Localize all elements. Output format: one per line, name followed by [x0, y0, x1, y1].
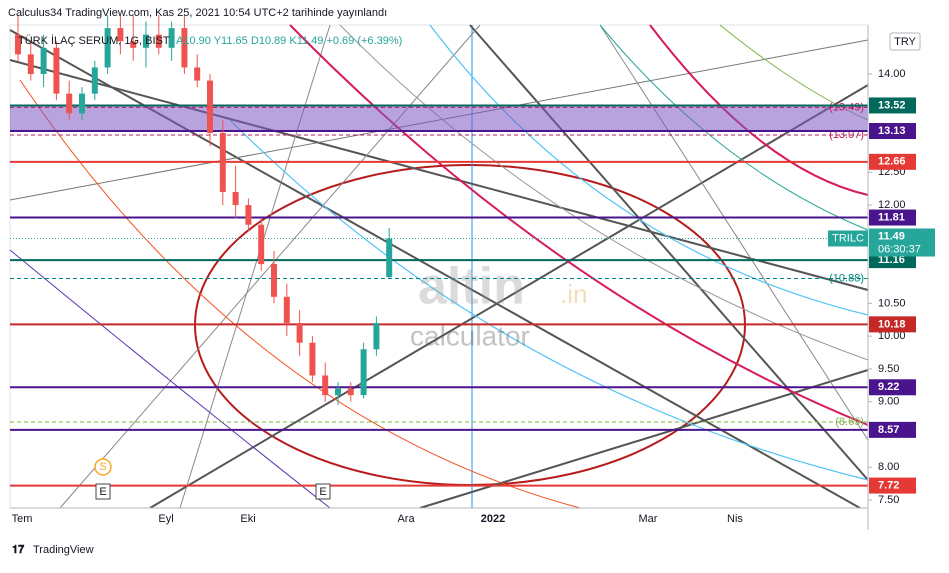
level-tag-label: 12.66	[878, 156, 906, 168]
candle-body	[296, 323, 303, 343]
candle-body	[232, 191, 239, 206]
ticker-tag-label: TRILC	[832, 232, 864, 244]
price-tick-label: 10.50	[878, 297, 906, 309]
publisher: Calculus34 TradingView.com, Kas 25, 2021…	[8, 7, 387, 19]
level-tag	[869, 316, 916, 333]
level-tag-label: 13.13	[878, 125, 906, 137]
candle-body	[27, 54, 34, 74]
level-tag-label: 9.22	[878, 381, 899, 393]
candle-body	[91, 67, 98, 94]
countdown: 06:30:37	[878, 243, 921, 255]
split-marker[interactable]	[94, 458, 112, 476]
price-tick-label: 9.50	[878, 363, 899, 375]
candle-body	[271, 264, 277, 297]
candle-body	[386, 238, 393, 278]
candle-body	[143, 34, 149, 48]
level-tag-label: 11.81	[878, 211, 905, 223]
time-label: Nis	[727, 513, 743, 525]
currency[interactable]: TRY	[894, 36, 916, 48]
price-tick-label: 8.00	[878, 461, 899, 473]
time-label: Ara	[397, 513, 415, 525]
candle-body	[66, 93, 73, 114]
level-tag	[869, 97, 916, 114]
candle-body	[194, 67, 201, 81]
candle-body	[130, 41, 137, 48]
candle-body	[207, 80, 213, 133]
earnings-marker-label[interactable]: E	[319, 486, 326, 498]
current-price-tag	[869, 228, 935, 257]
price-tick-label: 12.00	[878, 199, 906, 211]
candle-body	[322, 375, 329, 396]
candle-body	[181, 28, 188, 68]
candle-body	[309, 342, 316, 376]
earnings-marker[interactable]	[95, 483, 111, 500]
time-label: Mar	[639, 513, 658, 525]
earnings-marker-label[interactable]: E	[99, 486, 106, 498]
candle-body	[258, 224, 265, 265]
earnings-marker[interactable]	[315, 483, 331, 500]
level-tag-label: 13.52	[878, 99, 906, 111]
price-tick-label: 14.00	[878, 68, 906, 80]
dashed-level-label: (13.49)	[829, 101, 864, 113]
dashed-level-label: (8.69)	[835, 416, 864, 428]
level-tag-label: 7.72	[878, 479, 899, 491]
candle-body	[219, 132, 226, 192]
watermark-domain: .in	[560, 279, 587, 309]
split-marker-label[interactable]: S	[99, 461, 106, 473]
candle-body	[15, 34, 21, 55]
candle-body	[245, 205, 252, 225]
candle-body	[79, 93, 85, 114]
candle-body	[360, 349, 367, 396]
candle-body	[347, 388, 354, 396]
ohlc: A10.90 Y11.65 D10.89 K11.49 +0.69 (+6.39…	[176, 35, 402, 47]
price-tick-label: 9.00	[878, 396, 899, 408]
level-tag	[869, 209, 916, 226]
current-price-label: 11.49	[878, 230, 905, 242]
ticker-tag	[828, 230, 868, 247]
candle-body	[335, 388, 341, 396]
currency-box[interactable]	[889, 32, 921, 51]
dashed-level-label: (10.88)	[829, 272, 864, 284]
time-label: Eyl	[158, 513, 173, 525]
price-tick-label: 7.50	[878, 494, 899, 506]
level-tag	[869, 477, 916, 494]
time-axis-bg	[10, 508, 868, 530]
level-tag	[869, 153, 916, 170]
candle-body	[53, 47, 60, 94]
candle-body	[373, 323, 380, 350]
candle-body	[117, 28, 124, 42]
level-tag-label: 10.18	[878, 318, 906, 330]
time-label: Tem	[12, 513, 33, 525]
watermark: altin .in calculator	[410, 258, 587, 352]
candle-body	[283, 296, 290, 324]
level-tag	[869, 421, 916, 438]
candle-body	[40, 47, 47, 74]
level-tag	[869, 123, 916, 140]
footer-logo: 𝟏𝟕	[12, 544, 25, 556]
price-tick-label: 10.00	[878, 330, 906, 342]
watermark-sub: calculator	[410, 320, 530, 351]
level-tag-label: 8.57	[878, 424, 899, 436]
candle-body	[168, 28, 175, 48]
watermark-brand: altin	[418, 258, 525, 316]
time-label: Eki	[240, 513, 255, 525]
candle-body	[155, 34, 162, 48]
time-label: 2022	[481, 513, 505, 525]
zone	[10, 105, 868, 132]
level-tag	[869, 379, 916, 396]
candle-body	[104, 28, 111, 68]
level-tag-label: 11.16	[878, 254, 905, 266]
footer: TradingView	[33, 544, 94, 556]
symbol: TÜRK İLAÇ SERUM, 1G, BIST	[18, 34, 170, 47]
